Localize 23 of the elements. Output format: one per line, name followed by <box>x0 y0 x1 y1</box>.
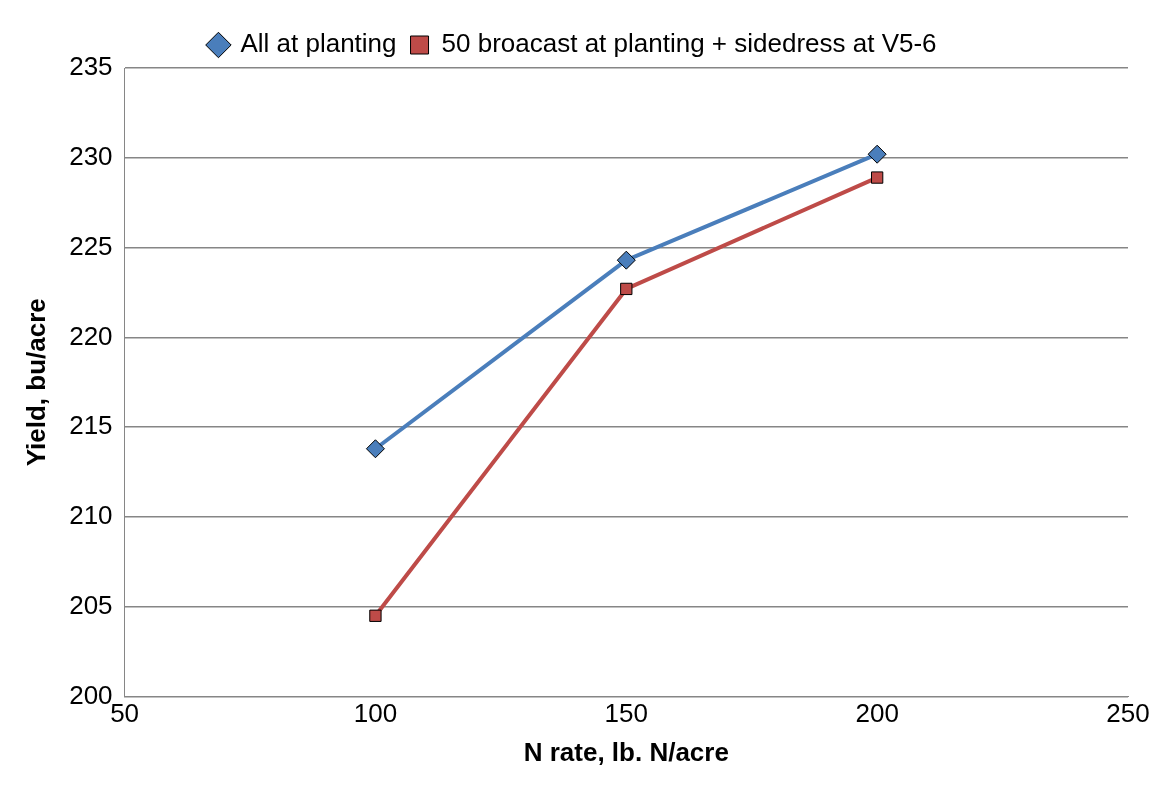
y-tick-label: 225 <box>69 230 113 261</box>
x-tick-label: 150 <box>604 698 648 729</box>
point <box>616 250 636 270</box>
point <box>620 282 633 296</box>
y-tick-label: 230 <box>69 140 113 171</box>
x-tick-label: 100 <box>353 698 398 729</box>
point <box>870 171 884 184</box>
x-tick-label: 250 <box>1106 698 1150 729</box>
y-axis-title: Yield, bu/acre <box>20 298 51 467</box>
point <box>369 609 382 622</box>
y-tick-label: 200 <box>69 679 113 710</box>
legend-label: 50 broacast at planting + sidedress at V5-6 <box>441 28 937 59</box>
point <box>867 144 887 164</box>
legend-label: All at planting <box>240 28 397 59</box>
y-tick-label: 220 <box>69 320 113 351</box>
x-tick-label: 50 <box>110 698 140 729</box>
y-tick-label: 235 <box>69 51 113 82</box>
y-tick-label: 215 <box>69 410 113 441</box>
point <box>365 439 385 459</box>
x-axis-title: N rate, lb. N/acre <box>523 736 729 767</box>
x-tick-label: 200 <box>855 698 899 729</box>
y-tick-label: 210 <box>69 500 113 531</box>
y-tick-label: 205 <box>69 589 113 620</box>
